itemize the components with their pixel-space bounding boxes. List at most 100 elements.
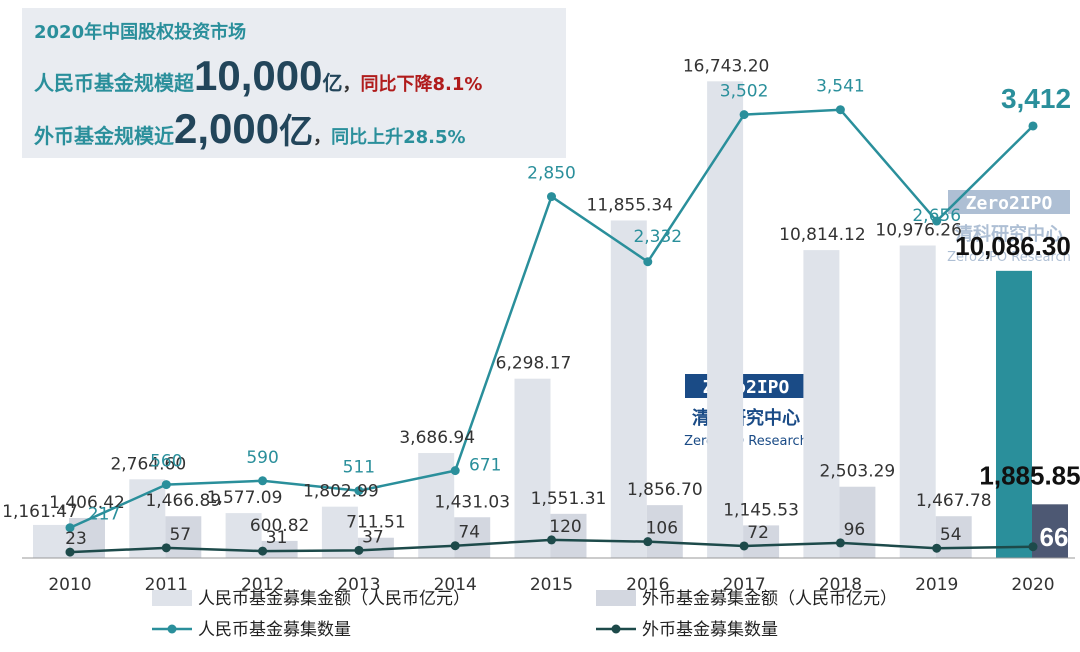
fx-count-label-2011: 57 (169, 525, 191, 545)
rmb-amount-bar-2020 (996, 270, 1032, 558)
x-tick-2020: 2020 (1011, 575, 1054, 595)
rmb-count-label-2020: 3,412 (1001, 83, 1071, 114)
fx-count-label-2017: 72 (747, 523, 769, 543)
watermark-right-logo-text: Zero2IPO (966, 193, 1053, 214)
x-tick-2014: 2014 (434, 575, 477, 595)
rmb-amount-label-2014: 3,686.94 (399, 428, 475, 448)
legend-fx-count-swatch-dot (611, 624, 621, 634)
line2-prefix: 外币基金规模近 (34, 124, 174, 148)
fx-count-label-2020: 66 (1040, 522, 1069, 552)
rmb-amount-label-2020: 10,086.30 (955, 231, 1071, 261)
fx-amount-label-2017: 1,145.53 (723, 500, 799, 520)
rmb-amount-bar-2014 (418, 453, 455, 558)
fx-amount-bar-2016 (646, 505, 683, 558)
watermark-right-logo-box (948, 190, 1070, 214)
rmb-count-point-2011 (161, 480, 171, 490)
rmb-amount-label-2015: 6,298.17 (496, 354, 572, 374)
rmb-count-point-2013 (354, 486, 364, 496)
legend-rmb-count-label: 人民币基金募集数量 (198, 620, 351, 640)
rmb-count-point-2016 (643, 257, 653, 267)
rmb-count-label-2010: 217 (88, 505, 120, 525)
rmb-amount-bar-2019 (899, 245, 936, 558)
rmb-amount-label-2011: 2,764.60 (110, 454, 186, 474)
fx-count-point-2020 (1028, 542, 1038, 552)
rmb-count-label-2013: 511 (343, 458, 375, 478)
line2-change: 同比上升28.5% (331, 127, 466, 148)
rmb-count-point-2019 (932, 216, 942, 226)
fx-count-label-2018: 96 (844, 520, 866, 540)
rmb-amount-bar-2015 (514, 378, 551, 558)
x-tick-2015: 2015 (530, 575, 573, 595)
rmb-amount-label-2016: 11,855.34 (587, 195, 674, 215)
legend-fx-amount-label: 外币基金募集金额（人民币亿元） (642, 589, 897, 609)
fx-amount-bar-2012 (261, 540, 298, 558)
x-tick-2012: 2012 (241, 575, 284, 595)
rmb-count-point-2017 (739, 110, 749, 120)
fx-count-label-2019: 54 (940, 525, 962, 545)
rmb-count-label-2012: 590 (246, 448, 278, 468)
fx-amount-bar-2014 (454, 517, 491, 558)
fx-amount-label-2010: 1,406.42 (49, 493, 125, 513)
watermark-center-logo-box (685, 374, 807, 398)
rmb-count-point-2014 (450, 466, 460, 476)
watermark-right-cn-name: 清科研究中心 (955, 223, 1063, 245)
line1-change: 同比下降8.1% (360, 74, 483, 95)
fx-amount-label-2020: 1,885.85 (979, 460, 1080, 490)
rmb-amount-label-2019: 10,976.26 (875, 220, 962, 240)
rmb-count-label-2018: 3,541 (816, 77, 865, 97)
fx-amount-bar-2013 (357, 537, 394, 558)
fx-count-label-2012: 31 (266, 528, 288, 548)
rmb-amount-label-2013: 1,802.99 (303, 482, 379, 502)
line1-prefix: 人民币基金规模超 (34, 71, 194, 95)
rmb-amount-label-2012: 1,577.09 (207, 488, 283, 508)
fx-count-point-2010 (65, 547, 75, 557)
fx-amount-label-2013: 711.51 (346, 513, 405, 533)
line1-unit: 亿 (322, 71, 343, 95)
fx-count-point-2015 (547, 535, 556, 545)
line2-big: 2,000 (174, 105, 280, 152)
fx-count-point-2011 (161, 543, 171, 553)
rmb-count-point-2012 (258, 476, 268, 486)
rmb-amount-bar-2017 (707, 81, 744, 558)
rmb-amount-label-2010: 1,161.47 (2, 502, 78, 522)
x-tick-2016: 2016 (626, 575, 669, 595)
rmb-count-point-2015 (547, 192, 556, 202)
rmb-count-label-2011: 560 (150, 452, 182, 472)
fx-count-point-2017 (739, 541, 749, 551)
rmb-count-label-2016: 2,332 (633, 227, 682, 247)
watermark-right: Zero2IPO 清科研究中心 Zero2IPO Research (947, 190, 1071, 265)
fx-count-point-2016 (643, 537, 653, 547)
rmb-count-point-2020 (1028, 121, 1038, 131)
fx-count-label-2013: 37 (362, 527, 384, 547)
x-tick-2018: 2018 (819, 575, 862, 595)
rmb-count-label-2014: 671 (469, 456, 501, 476)
rmb-count-label-2015: 2,850 (527, 164, 576, 184)
x-tick-2010: 2010 (48, 575, 91, 595)
rmb-count-label-2017: 3,502 (720, 82, 769, 102)
fx-count-label-2010: 23 (65, 529, 87, 549)
rmb-count-point-2018 (835, 105, 845, 115)
fx-amount-label-2019: 1,467.78 (916, 491, 992, 511)
line1-big: 10,000 (194, 52, 323, 99)
fx-count-point-2019 (932, 543, 942, 553)
fx-amount-label-2012: 600.82 (250, 516, 309, 536)
rmb-amount-label-2017: 16,743.20 (683, 56, 770, 76)
fx-amount-bar-2011 (165, 516, 202, 558)
fx-count-point-2018 (835, 538, 845, 548)
legend-fx-count-label: 外币基金募集数量 (642, 620, 778, 640)
fx-count-point-2013 (354, 545, 364, 555)
fx-amount-label-2014: 1,431.03 (434, 492, 510, 512)
fx-count-point-2012 (258, 546, 268, 556)
legend-rmb-amount-swatch (152, 590, 192, 606)
fx-amount-bar-2020 (1032, 504, 1068, 558)
watermark-center-en-name: Zero2IPO Research (684, 434, 808, 449)
headline-title: 2020年中国股权投资市场 (34, 22, 247, 43)
fx-amount-label-2011: 1,466.89 (145, 491, 221, 511)
headline-line2: 外币基金规模近2,000亿，同比上升28.5% (34, 104, 466, 153)
line1-comma: ， (342, 74, 361, 95)
fx-amount-bar-2015 (550, 513, 587, 558)
legend-rmb-count-swatch-dot (167, 624, 177, 634)
rmb-amount-bar-2018 (803, 250, 840, 558)
